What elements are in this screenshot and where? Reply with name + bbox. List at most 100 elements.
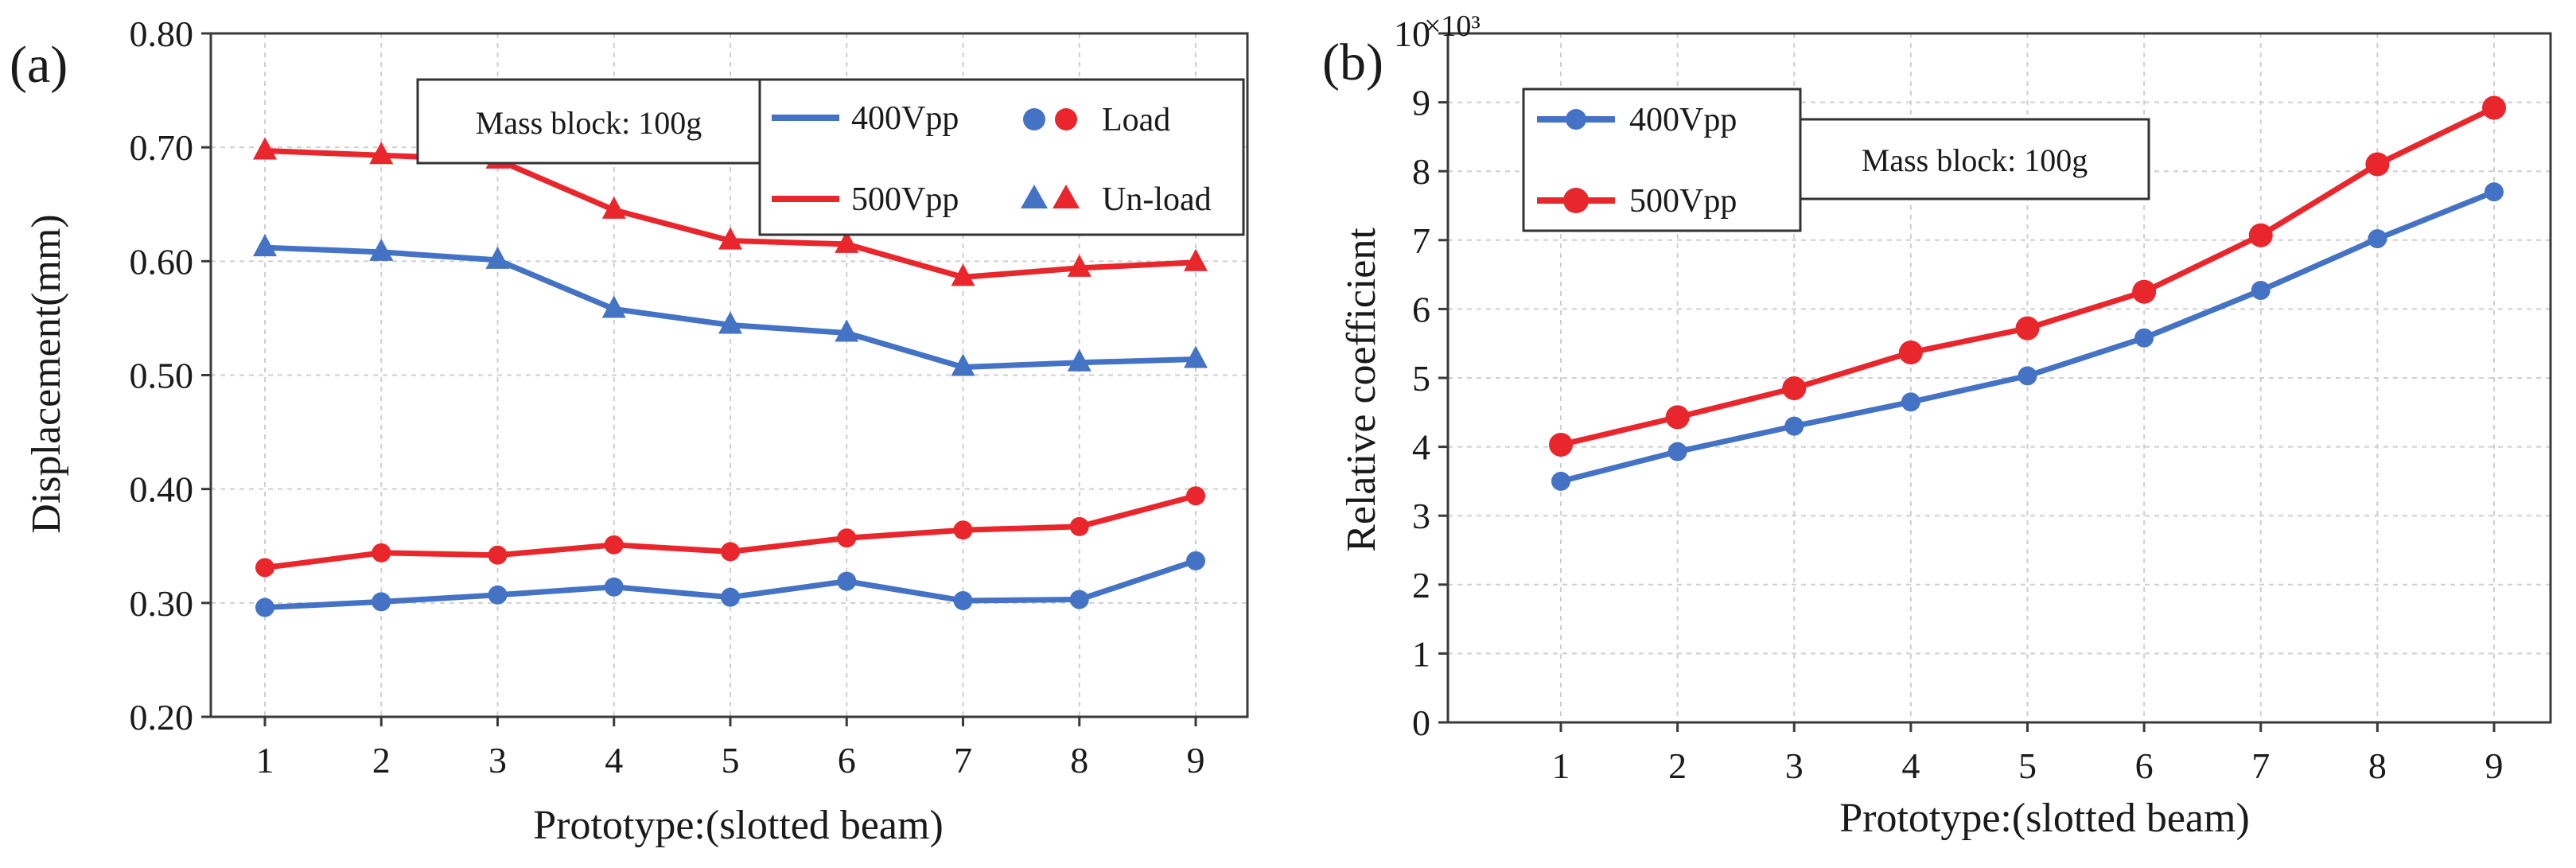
legend-marker-500vpp-b (1563, 188, 1589, 213)
panel-b-x-axis-label: Prototype:(slotted beam) (1839, 796, 2250, 841)
x-tick-label: 3 (1785, 745, 1804, 786)
data-point (255, 558, 274, 578)
panel-b-y-tick-labels: 0 1 2 3 4 5 6 7 8 9 10 (1394, 14, 1430, 743)
data-point (1186, 486, 1205, 506)
panel-b-multiplier: ×10³ (1424, 10, 1481, 43)
panel-a-axes (201, 32, 1249, 726)
data-point (2251, 281, 2271, 301)
legend-label-load: Load (1102, 102, 1170, 138)
data-point (369, 238, 394, 261)
y-tick-label: 7 (1412, 220, 1430, 261)
data-point (953, 590, 973, 610)
panel-b-annotation-box (1799, 118, 2150, 200)
data-point (951, 353, 975, 376)
data-point (2365, 152, 2390, 177)
plot-frame (209, 32, 1249, 718)
legend-label-500vpp: 500Vpp (851, 181, 959, 218)
series-400vpp-un-load (253, 234, 1208, 376)
data-point (2132, 279, 2157, 304)
y-tick-label: 0.40 (130, 469, 194, 510)
data-point (953, 520, 973, 540)
data-point (2134, 328, 2154, 348)
x-tick-label: 5 (2018, 745, 2037, 786)
x-tick-label: 2 (372, 740, 391, 780)
series-500vpp-load (255, 486, 1205, 578)
panel-a-x-axis-label: Prototype:(slotted beam) (533, 803, 944, 848)
x-tick-label: 2 (1668, 745, 1687, 786)
data-point (485, 246, 510, 269)
legend-label-400vpp-b: 400Vpp (1629, 102, 1737, 138)
y-tick-label: 10 (1394, 14, 1430, 54)
series-400vpp (1551, 182, 2504, 491)
legend-label-500vpp-b: 500Vpp (1629, 183, 1737, 220)
legend-marker-400vpp-b (1566, 109, 1586, 130)
y-tick-label: 3 (1412, 496, 1430, 536)
panel-b-series (1549, 95, 2506, 491)
x-tick-label: 7 (2251, 745, 2270, 786)
y-tick-label: 9 (1412, 83, 1430, 123)
panel-a-annotation-box (416, 78, 761, 165)
x-tick-label: 1 (1552, 745, 1570, 786)
data-point (2015, 316, 2040, 341)
y-tick-label: 0.60 (130, 241, 194, 282)
data-point (1667, 442, 1687, 461)
data-point (2482, 95, 2506, 120)
data-point (951, 263, 975, 286)
x-tick-label: 9 (2485, 745, 2504, 786)
y-tick-label: 0.80 (130, 14, 194, 54)
data-point (255, 597, 274, 617)
x-tick-label: 5 (722, 740, 740, 780)
data-point (369, 142, 394, 165)
panel-b-x-tick-labels: 1 2 3 4 5 6 7 8 9 (1552, 745, 2504, 786)
y-tick-label: 2 (1412, 565, 1430, 605)
data-point (1184, 248, 1208, 271)
x-tick-label: 6 (838, 740, 856, 780)
x-tick-label: 6 (2135, 745, 2154, 786)
y-tick-label: 4 (1412, 427, 1430, 468)
panel-b-label: (b) (1322, 33, 1383, 91)
y-tick-label: 0.30 (130, 583, 194, 624)
data-point (372, 543, 391, 562)
data-point (1067, 348, 1091, 372)
x-tick-label: 8 (2368, 745, 2387, 786)
panel-a-y-axis-label: Displacement(mm) (24, 214, 69, 533)
panel-a-y-tick-labels: 0.20 0.30 0.40 0.50 0.60 0.70 0.80 (130, 14, 194, 738)
y-tick-label: 5 (1412, 358, 1430, 399)
data-point (372, 592, 391, 612)
panel-a-legend (758, 78, 1245, 236)
x-tick-label: 1 (256, 740, 274, 780)
data-point (253, 137, 277, 160)
y-tick-label: 1 (1412, 633, 1430, 674)
x-tick-label: 3 (488, 740, 507, 780)
data-point (837, 571, 857, 591)
legend-unload-red-marker (1053, 185, 1080, 208)
data-point (721, 587, 740, 607)
legend-load-red-marker (1055, 108, 1077, 130)
data-point (1551, 471, 1570, 491)
y-tick-label: 0.20 (130, 697, 194, 738)
y-tick-label: 6 (1412, 289, 1430, 329)
data-point (488, 545, 508, 565)
data-point (718, 227, 742, 250)
x-tick-label: 8 (1070, 740, 1088, 780)
x-tick-label: 4 (1901, 745, 1920, 786)
y-tick-label: 8 (1412, 151, 1430, 192)
data-point (2368, 229, 2387, 249)
panel-a-annotation: Mass block: 100g (476, 105, 702, 141)
data-point (1069, 516, 1089, 536)
data-point (835, 319, 859, 342)
data-point (1782, 376, 1807, 400)
data-point (837, 528, 857, 548)
data-point (2248, 223, 2273, 247)
panel-b: (b) 0 1 2 3 4 5 6 7 8 9 10 1 2 3 4 5 6 7 8 9 ×10³ Relative… (1322, 10, 2552, 841)
data-point (1186, 551, 1205, 570)
panel-b-axes (1438, 32, 2552, 732)
series-400vpp-load (255, 551, 1205, 617)
y-tick-label: 0.70 (130, 127, 194, 168)
data-point (253, 234, 277, 257)
data-point (1784, 416, 1804, 436)
data-point (2485, 182, 2504, 202)
data-point (1549, 433, 1573, 457)
data-point (718, 311, 742, 334)
